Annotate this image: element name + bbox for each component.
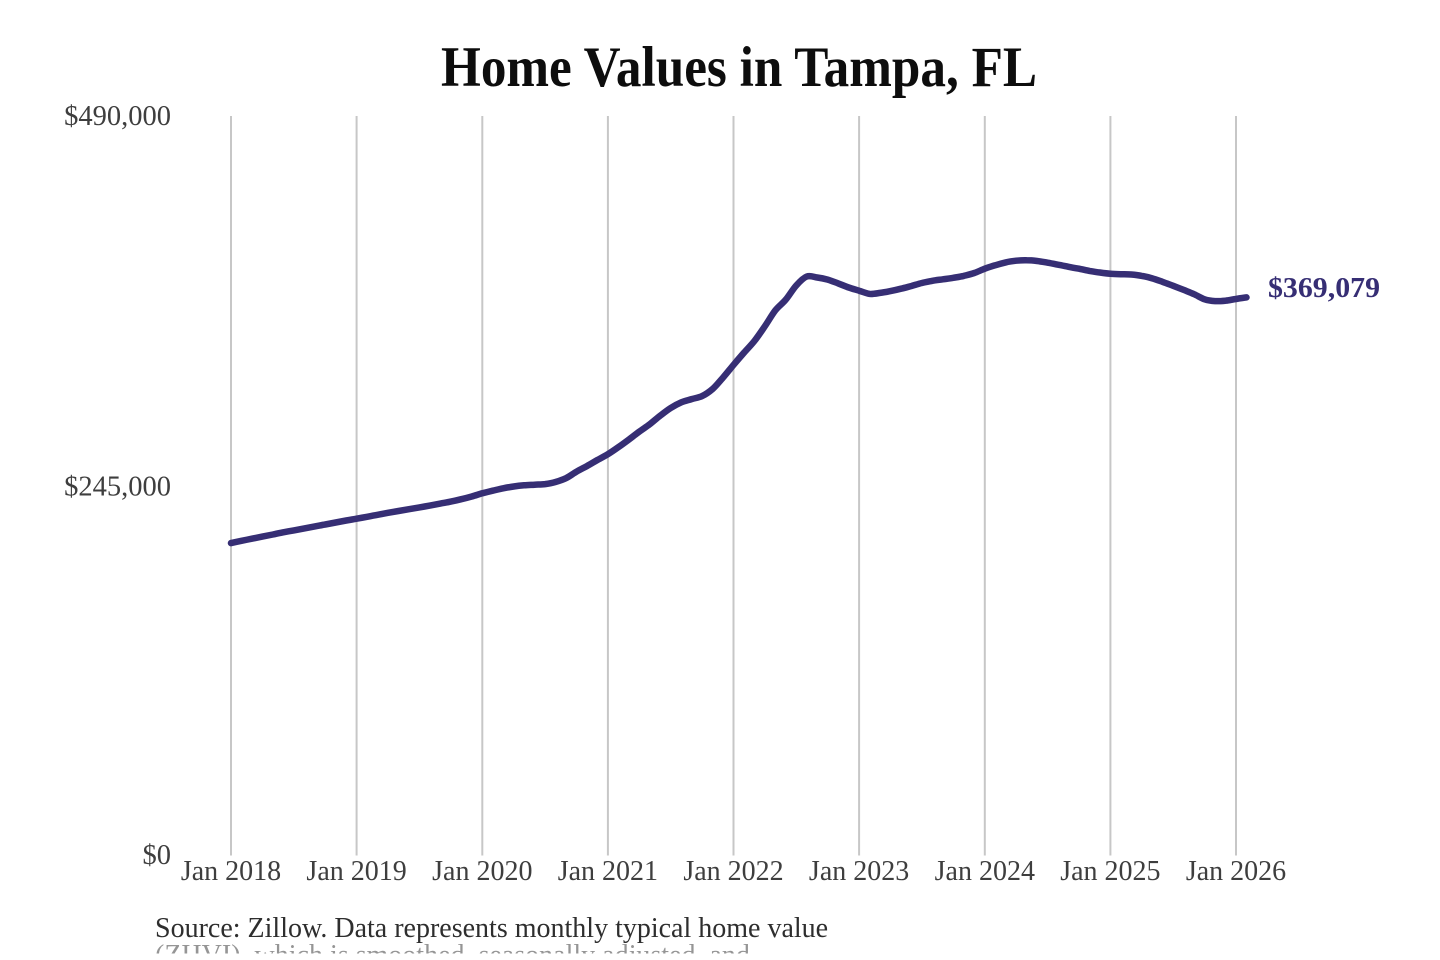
svg-text:Jan 2020: Jan 2020 xyxy=(432,856,532,887)
svg-text:$369,079: $369,079 xyxy=(1268,272,1380,304)
svg-text:Jan 2022: Jan 2022 xyxy=(683,856,783,887)
svg-text:$245,000: $245,000 xyxy=(64,472,171,503)
svg-text:Jan 2023: Jan 2023 xyxy=(809,856,909,887)
svg-text:$490,000: $490,000 xyxy=(64,101,171,132)
svg-text:Jan 2018: Jan 2018 xyxy=(181,856,281,887)
svg-text:Home Values in Tampa, FL: Home Values in Tampa, FL xyxy=(441,36,1037,99)
svg-text:Jan 2026: Jan 2026 xyxy=(1186,856,1286,887)
svg-text:Source: Zillow. Data represent: Source: Zillow. Data represents monthly … xyxy=(155,913,828,944)
svg-text:Jan 2021: Jan 2021 xyxy=(558,856,658,887)
svg-text:Jan 2024: Jan 2024 xyxy=(935,856,1035,887)
svg-text:$0: $0 xyxy=(143,840,172,871)
svg-text:(ZHVI), which is smoothed, sea: (ZHVI), which is smoothed, seasonally ad… xyxy=(155,940,750,960)
svg-text:Jan 2025: Jan 2025 xyxy=(1060,856,1160,887)
svg-text:Jan 2019: Jan 2019 xyxy=(306,856,406,887)
